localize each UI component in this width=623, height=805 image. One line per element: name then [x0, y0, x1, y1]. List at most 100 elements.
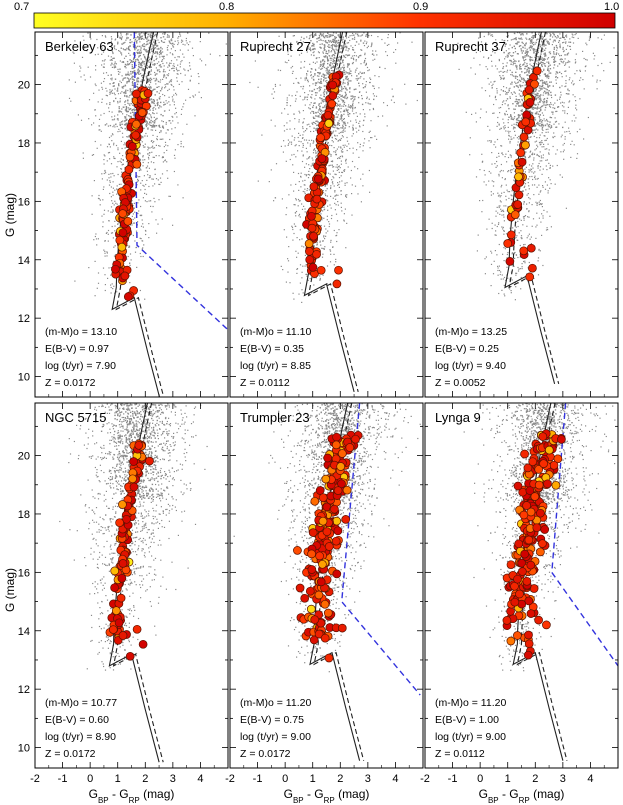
field-star	[335, 116, 337, 118]
field-star	[139, 176, 141, 178]
field-star	[130, 102, 132, 105]
field-star	[74, 280, 76, 282]
field-star	[120, 111, 123, 113]
field-star	[182, 43, 184, 45]
field-star	[190, 75, 192, 77]
field-star	[547, 67, 549, 69]
field-star	[154, 94, 156, 96]
field-star	[497, 267, 499, 269]
field-star	[499, 112, 501, 114]
field-star	[148, 118, 150, 120]
field-star	[563, 142, 565, 145]
field-star	[528, 70, 530, 72]
field-star	[343, 45, 345, 47]
field-star	[563, 50, 565, 52]
field-star	[546, 227, 548, 229]
field-star	[297, 150, 299, 152]
field-star	[319, 220, 321, 223]
field-star	[182, 133, 184, 135]
field-star	[337, 100, 340, 102]
field-star	[355, 127, 357, 129]
field-star	[477, 234, 479, 236]
field-star	[350, 98, 352, 100]
field-star	[130, 92, 133, 95]
field-star	[351, 110, 354, 112]
field-star	[133, 71, 135, 74]
field-star	[119, 123, 121, 125]
field-star	[330, 59, 332, 61]
field-star	[362, 145, 364, 147]
field-star	[361, 95, 363, 97]
field-star	[126, 37, 128, 40]
field-star	[125, 89, 127, 91]
field-star	[365, 81, 367, 83]
field-star	[344, 124, 347, 127]
field-star	[487, 34, 489, 36]
field-star	[282, 269, 284, 271]
field-star	[326, 199, 328, 201]
field-star	[127, 255, 129, 258]
field-star	[347, 63, 349, 65]
field-star	[301, 150, 303, 152]
field-star	[314, 62, 316, 64]
field-star	[156, 62, 158, 65]
field-star	[141, 180, 143, 182]
field-star	[134, 38, 137, 41]
field-star	[333, 62, 335, 64]
field-star	[571, 36, 573, 38]
field-star	[325, 175, 327, 177]
field-star	[334, 202, 336, 204]
field-star	[561, 134, 563, 136]
field-star	[118, 83, 120, 85]
field-star	[109, 59, 111, 61]
field-star	[576, 109, 578, 111]
field-star	[136, 83, 139, 85]
field-star	[134, 60, 136, 63]
member-star	[132, 159, 142, 169]
field-star	[330, 51, 332, 53]
field-star	[293, 190, 295, 192]
field-star	[148, 147, 150, 149]
field-star	[315, 82, 317, 84]
field-star	[546, 58, 549, 60]
field-star	[507, 122, 509, 124]
field-star	[312, 123, 314, 125]
field-star	[147, 56, 150, 58]
field-star	[306, 51, 308, 53]
field-star	[306, 74, 308, 76]
field-star	[103, 78, 106, 80]
field-star	[340, 51, 342, 53]
field-star	[319, 105, 321, 108]
field-star	[137, 52, 139, 55]
field-star	[130, 115, 132, 118]
field-star	[332, 197, 334, 199]
field-star	[137, 179, 139, 182]
field-star	[293, 153, 295, 156]
field-star	[348, 36, 350, 38]
field-star	[541, 173, 543, 175]
field-star	[325, 105, 328, 107]
field-star	[122, 163, 124, 165]
field-star	[603, 34, 605, 36]
field-star	[119, 101, 121, 103]
field-star	[201, 60, 203, 62]
field-star	[104, 169, 106, 172]
field-star	[119, 37, 121, 39]
field-star	[137, 180, 139, 182]
field-star	[126, 118, 128, 121]
field-star	[298, 119, 300, 121]
field-star	[133, 115, 135, 117]
field-star	[333, 151, 335, 153]
field-star	[308, 156, 310, 158]
field-star	[503, 230, 505, 232]
field-star	[339, 55, 341, 58]
field-star	[152, 185, 154, 187]
field-star	[107, 74, 109, 76]
field-star	[77, 114, 79, 116]
field-star	[120, 126, 122, 129]
field-star	[321, 97, 323, 100]
field-star	[101, 47, 103, 49]
field-star	[102, 221, 104, 223]
field-star	[145, 120, 147, 122]
field-star	[96, 287, 98, 289]
